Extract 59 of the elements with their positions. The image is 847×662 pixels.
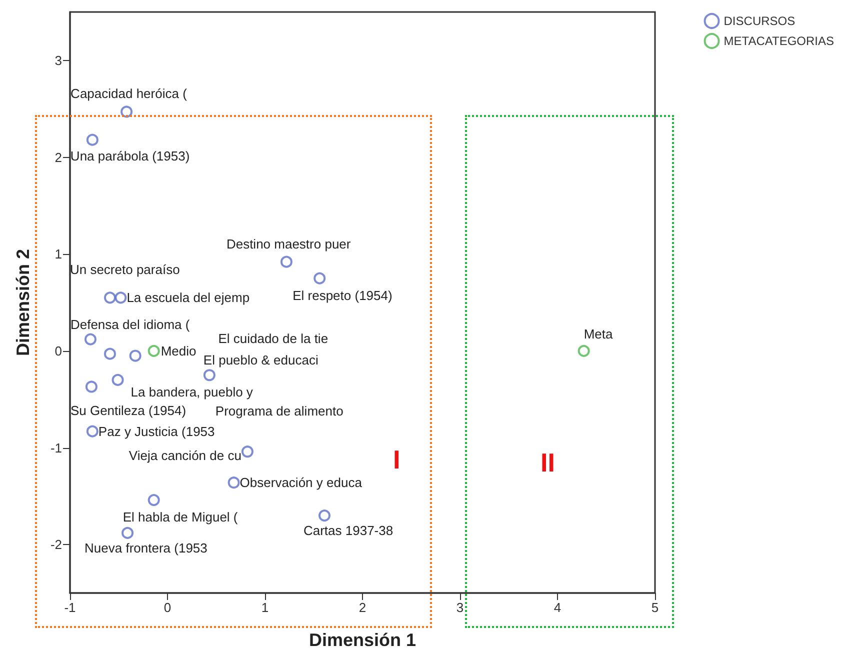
- annotation: Vieja canción de cu: [128, 448, 242, 464]
- y-axis-title: Dimensión 2: [13, 248, 33, 356]
- point: [314, 272, 326, 284]
- annotation: Un secreto paraíso: [70, 262, 180, 278]
- annotation: Programa de alimento: [215, 404, 344, 419]
- point: [148, 494, 160, 506]
- annotation: La escuela del ejemp: [126, 290, 250, 306]
- point: [148, 344, 160, 357]
- point: [86, 134, 98, 146]
- point: [84, 333, 96, 346]
- y-tick-label: 2: [54, 150, 62, 165]
- legend-label: METACATEGORIAS: [724, 34, 834, 48]
- x-axis-title: Dimensión 1: [308, 630, 416, 650]
- y-tick-label: 0: [54, 343, 62, 358]
- point: [86, 425, 98, 438]
- annotation: El cuidado de la tie: [218, 330, 328, 346]
- y-tick-label: -1: [50, 440, 62, 456]
- point: [318, 510, 330, 522]
- point: [120, 106, 133, 118]
- annotation: El habla de Miguel (: [122, 510, 238, 525]
- legend-label: DISCURSOS: [724, 14, 796, 28]
- point: [122, 526, 134, 539]
- point: [114, 292, 127, 304]
- annotation: Su Gentileza (1954): [70, 403, 186, 418]
- annotation: La bandera, pueblo y: [130, 384, 254, 400]
- annotation: Una parábola (1953): [70, 148, 190, 164]
- point: [104, 348, 116, 360]
- x-tick-label: -1: [64, 600, 76, 615]
- x-tick-label: 1: [261, 600, 269, 615]
- point: [112, 374, 124, 386]
- x-tick-label: 4: [554, 600, 562, 615]
- annotation: El respeto (1954): [292, 288, 392, 303]
- point: [280, 256, 292, 268]
- annotation: Destino maestro puer: [226, 236, 352, 252]
- point: [104, 292, 116, 304]
- point: [228, 476, 240, 489]
- annotation: II: [540, 447, 555, 478]
- annotation: I: [393, 444, 400, 474]
- x-tick-label: 0: [164, 600, 172, 615]
- annotation: El pueblo & educaci: [203, 352, 318, 368]
- y-tick-label: 3: [54, 52, 62, 68]
- annotation: Meta: [584, 326, 614, 342]
- annotation: Nueva frontera (1953: [84, 540, 208, 556]
- x-tick-label: 3: [456, 600, 464, 615]
- x-tick-label: 5: [651, 600, 659, 615]
- y-tick-label: 1: [54, 246, 62, 262]
- annotation: Capacidad heróica (: [70, 86, 188, 102]
- point: [241, 446, 254, 458]
- annotation: Paz y Justicia (1953: [98, 424, 215, 439]
- point: [85, 380, 98, 393]
- annotation: Defensa del idioma (: [70, 316, 190, 332]
- point: [129, 350, 142, 362]
- annotation: Cartas 1937-38: [303, 523, 394, 538]
- annotation: Observación y educa: [240, 475, 363, 490]
- y-tick-label: -2: [50, 537, 62, 552]
- x-tick-label: 2: [358, 600, 366, 615]
- point: [203, 369, 216, 382]
- annotation: Medio: [160, 343, 196, 358]
- point: [578, 344, 590, 357]
